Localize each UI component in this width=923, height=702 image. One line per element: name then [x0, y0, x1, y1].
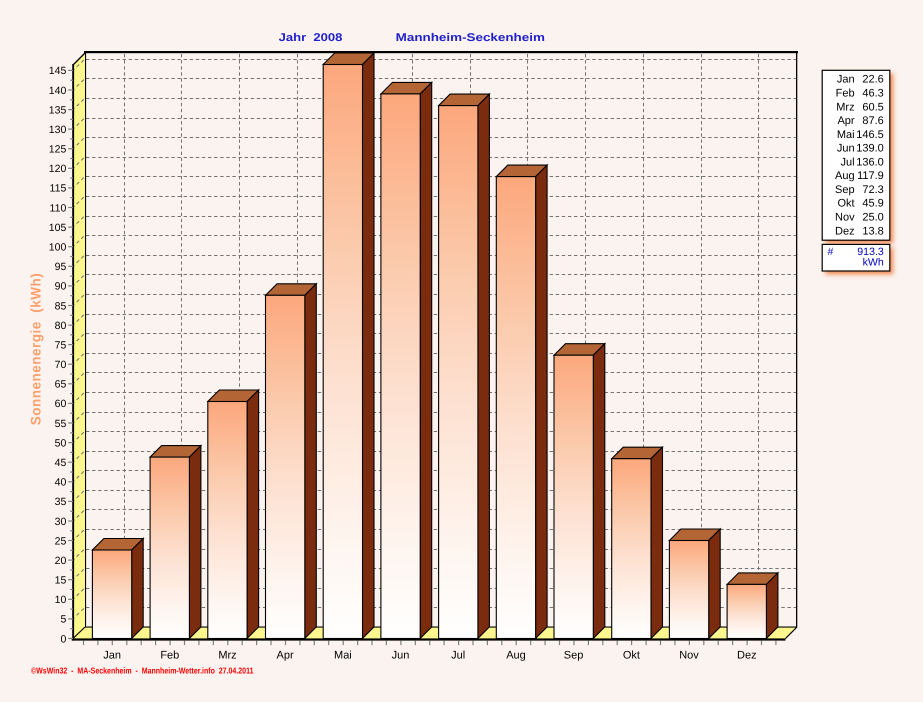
svg-text:55: 55	[55, 418, 67, 430]
svg-text:Jan: Jan	[837, 74, 855, 86]
svg-text:Apr: Apr	[277, 650, 294, 662]
svg-text:Jahr 2008: Jahr 2008	[279, 32, 343, 44]
svg-text:Sep: Sep	[564, 650, 584, 662]
svg-text:Sonnenenergie (kWh): Sonnenenergie (kWh)	[28, 273, 44, 426]
svg-text:Mannheim-Seckenheim: Mannheim-Seckenheim	[396, 32, 545, 44]
svg-text:Mrz: Mrz	[218, 650, 236, 662]
svg-text:15: 15	[55, 575, 67, 587]
svg-text:72.3: 72.3	[862, 184, 883, 196]
svg-text:115: 115	[50, 183, 67, 195]
svg-text:40: 40	[55, 477, 67, 489]
svg-text:80: 80	[55, 320, 67, 332]
svg-text:Aug: Aug	[835, 170, 855, 182]
svg-text:10: 10	[55, 594, 67, 606]
svg-text:125: 125	[49, 144, 67, 156]
svg-text:139.0: 139.0	[856, 143, 884, 155]
svg-text:145: 145	[49, 65, 67, 77]
svg-text:Jan: Jan	[103, 650, 121, 662]
svg-text:50: 50	[55, 437, 67, 449]
svg-text:Jul: Jul	[451, 650, 465, 662]
svg-text:Dez: Dez	[737, 650, 757, 662]
svg-text:Okt: Okt	[623, 650, 640, 662]
svg-text:46.3: 46.3	[862, 88, 883, 100]
svg-text:Mai: Mai	[334, 650, 352, 662]
svg-text:Sep: Sep	[835, 184, 855, 196]
svg-text:Dez: Dez	[835, 225, 855, 237]
svg-text:Mrz: Mrz	[836, 101, 854, 113]
svg-text:kWh: kWh	[863, 256, 884, 268]
svg-text:5: 5	[60, 614, 66, 626]
svg-text:13.8: 13.8	[862, 225, 883, 237]
svg-text:135: 135	[49, 104, 67, 116]
svg-text:Okt: Okt	[837, 198, 854, 210]
svg-text:100: 100	[49, 242, 67, 254]
svg-text:Jun: Jun	[837, 143, 855, 155]
svg-text:117.9: 117.9	[857, 170, 884, 182]
svg-text:90: 90	[55, 281, 67, 293]
svg-text:©WsWin32 - MA-Seckenheim -: ©WsWin32 - MA-Seckenheim - Mannheim-Wett…	[31, 666, 254, 676]
svg-text:45.9: 45.9	[862, 198, 883, 210]
svg-text:Nov: Nov	[835, 212, 855, 224]
svg-text:140: 140	[49, 85, 67, 97]
svg-text:70: 70	[55, 359, 67, 371]
svg-text:Jun: Jun	[392, 650, 410, 662]
svg-text:25.0: 25.0	[862, 212, 883, 224]
svg-text:22.6: 22.6	[862, 74, 883, 86]
svg-text:Feb: Feb	[836, 88, 855, 100]
svg-text:110: 110	[50, 202, 67, 214]
svg-text:Aug: Aug	[506, 650, 526, 662]
svg-text:Apr: Apr	[837, 115, 854, 127]
svg-text:87.6: 87.6	[862, 115, 883, 127]
svg-text:35: 35	[55, 496, 67, 508]
svg-text:130: 130	[49, 124, 67, 136]
svg-text:45: 45	[55, 457, 67, 469]
svg-text:136.0: 136.0	[856, 156, 884, 168]
svg-text:75: 75	[55, 339, 67, 351]
svg-text:60: 60	[55, 398, 67, 410]
svg-text:Jul: Jul	[841, 156, 855, 168]
svg-text:65: 65	[55, 379, 67, 391]
svg-text:913.3: 913.3	[857, 246, 884, 258]
svg-text:120: 120	[49, 163, 67, 175]
svg-text:60.5: 60.5	[862, 101, 883, 113]
svg-text:#: #	[828, 246, 834, 258]
svg-text:25: 25	[55, 535, 67, 547]
svg-text:0: 0	[60, 633, 66, 645]
svg-text:Mai: Mai	[837, 129, 855, 141]
svg-text:Feb: Feb	[160, 650, 179, 662]
svg-text:105: 105	[49, 222, 67, 234]
svg-text:30: 30	[55, 516, 67, 528]
svg-text:Nov: Nov	[679, 650, 699, 662]
svg-text:146.5: 146.5	[856, 129, 884, 141]
svg-text:85: 85	[55, 300, 67, 312]
svg-text:20: 20	[55, 555, 67, 567]
svg-text:95: 95	[55, 261, 67, 273]
